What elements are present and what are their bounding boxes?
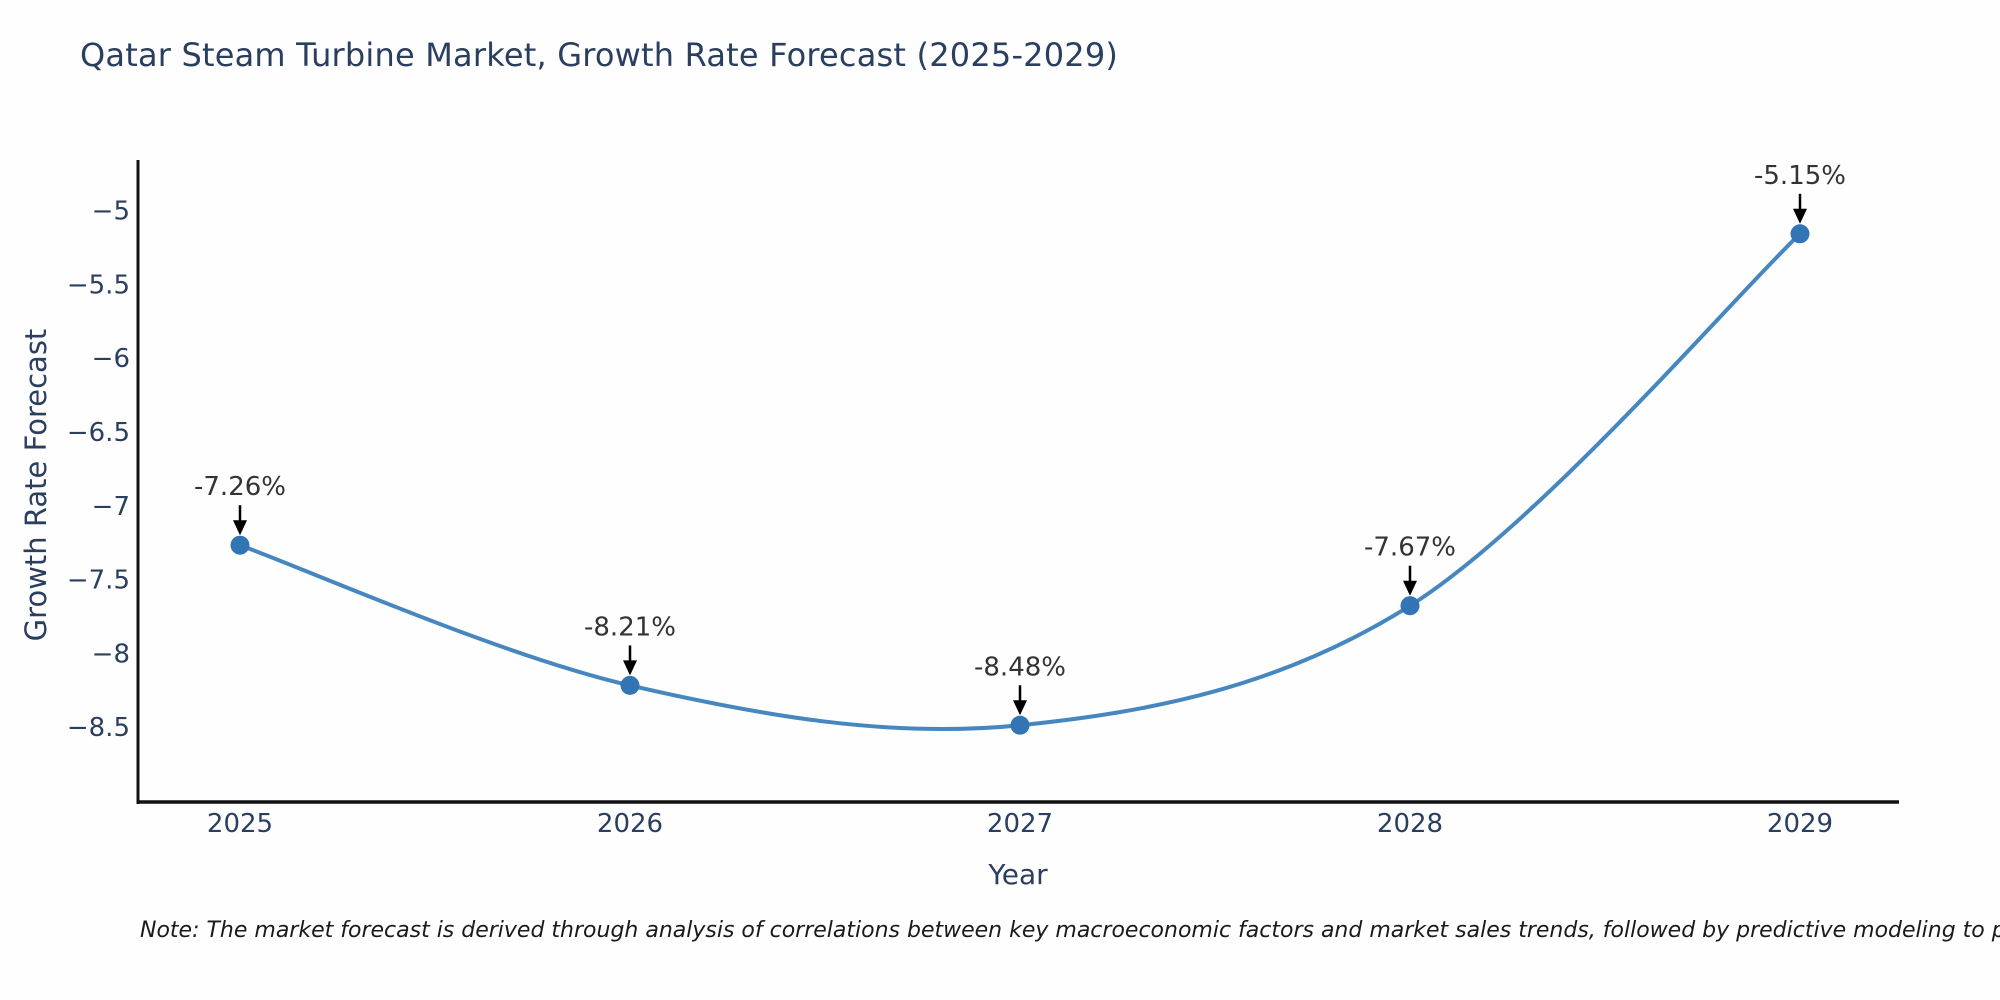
data-point-marker[interactable] <box>1790 224 1810 244</box>
annotation-arrowhead <box>233 520 247 536</box>
data-point-marker[interactable] <box>1010 715 1030 735</box>
y-tick-label: −5.5 <box>67 270 130 300</box>
data-point-label: -5.15% <box>1754 161 1846 191</box>
y-tick-label: −8 <box>92 639 130 669</box>
y-tick-label: −5 <box>92 197 130 227</box>
data-point-marker[interactable] <box>1400 596 1420 616</box>
data-point-marker[interactable] <box>620 675 640 695</box>
data-point-label: -8.48% <box>974 652 1066 682</box>
chart-title: Qatar Steam Turbine Market, Growth Rate … <box>80 36 1119 74</box>
y-tick-label: −8.5 <box>67 713 130 743</box>
data-point-marker[interactable] <box>230 535 250 555</box>
annotation-arrowhead <box>1403 580 1417 596</box>
y-tick-label: −7 <box>92 492 130 522</box>
x-tick-label: 2026 <box>597 809 663 839</box>
y-axis-title: Growth Rate Forecast <box>19 328 53 642</box>
annotation-arrowhead <box>623 660 637 676</box>
data-point-label: -7.67% <box>1364 533 1456 563</box>
y-tick-label: −7.5 <box>67 566 130 596</box>
x-tick-label: 2028 <box>1377 809 1443 839</box>
footnote: Note: The market forecast is derived thr… <box>140 918 2000 943</box>
y-tick-label: −6.5 <box>67 418 130 448</box>
x-tick-label: 2029 <box>1767 809 1833 839</box>
x-tick-label: 2027 <box>987 809 1053 839</box>
x-axis-title: Year <box>988 858 1048 891</box>
annotation-arrowhead <box>1013 700 1027 716</box>
annotation-arrowhead <box>1793 208 1807 224</box>
data-point-label: -7.26% <box>194 472 286 502</box>
x-tick-label: 2025 <box>207 809 273 839</box>
data-point-label: -8.21% <box>584 612 676 642</box>
forecast-line <box>238 231 1802 732</box>
y-tick-label: −6 <box>92 344 130 374</box>
